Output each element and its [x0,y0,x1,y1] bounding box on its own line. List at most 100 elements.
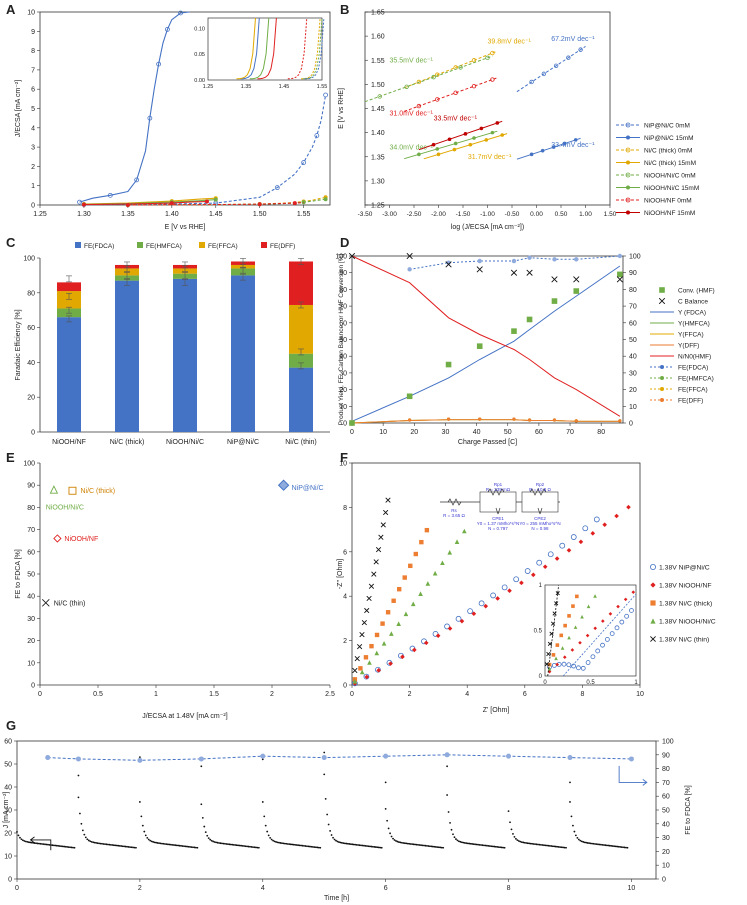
panel-a-y-tick-label: 3 [31,145,35,152]
panel-a-series-line [127,202,304,206]
panel-g-current-point [586,842,589,844]
panel-g-current-point [314,846,317,849]
panel-g-current-point [500,846,503,849]
panel-d-y2-tick-label: 60 [629,320,637,327]
panel-g-current-point [102,843,105,845]
panel-a-y-tick-label: 2 [31,164,35,171]
panel-g-y-tick-label: 40 [4,785,12,792]
panel-f-legend-marker [650,636,656,642]
panel-d-legend-label: Y(FFCA) [678,332,704,339]
panel-c-legend-swatch [261,242,267,248]
panel-a-x-tick-label: 1.35 [121,211,135,218]
panel-g-current-point [460,841,463,844]
panel-g-current-point [523,841,526,844]
panel-g-current-point [241,844,244,847]
panel-f-thick-point [402,575,407,580]
panel-g-current-point [610,844,613,847]
panel-d-x-tick-label: 50 [504,429,512,436]
panel-f-nip-point [513,576,520,583]
panel-g-current-point [343,842,346,845]
panel-g-current-point [338,841,340,843]
panel-b-data-point [417,152,421,157]
panel-g-current-point [235,844,238,847]
panel-f-inset-nip-point [566,662,572,668]
panel-f-niooh-nf-point [578,539,584,545]
panel-e-x-tick-label: 0.5 [93,691,103,698]
panel-f-inset-thin-point [544,662,549,667]
panel-d-x-tick-label: 30 [442,429,450,436]
panel-b-data-point [458,65,463,70]
panel-g-current-point [371,845,374,848]
panel-g-current-point [159,842,162,845]
panel-f-x-tick-label: 8 [580,691,584,698]
panel-b-slope-label: 67.2mV dec⁻¹ [551,36,595,43]
panel-d-plot-frame [351,255,624,424]
panel-b-x-tick-label: 0.50 [555,211,568,218]
panel-b-data-point [452,147,457,152]
panel-e-point-thin [41,599,50,607]
panel-f-niooh-nic-point [425,581,431,586]
panel-g-current-point [420,844,422,847]
panel-g-current-point [406,842,409,845]
panel-g-current-point [254,846,257,849]
panel-f-circuit-text: Y0 = 255 mMho*s^N [519,521,560,526]
panel-a-series-line [83,94,327,206]
panel-f-circuit-resistor [529,488,547,496]
panel-g-current-point [507,810,510,813]
panel-f-inset-thick-point [551,653,556,657]
panel-g-current-point [48,843,51,846]
panel-f-inset-nip-point [580,665,586,671]
panel-f-y-tick-label: 6 [343,549,347,556]
panel-f-niooh-nf-point [566,547,572,553]
panel-d-legend-label: FE(FFCA) [678,387,708,394]
panel-g-y2-tick-label: 20 [662,849,670,856]
panel-g-current-point [20,838,23,841]
panel-f-niooh-nf-point [626,504,631,510]
panel-f-legend-label: 1.38V Ni/C (thick) [659,601,712,608]
panel-c-bar-segment [289,261,313,305]
panel-d-legend-label: Y (FDCA) [678,310,706,317]
panel-g-current-point [171,843,174,846]
panel-c-category-label: Ni/C (thin) [285,439,317,446]
panel-f-thick-point [358,666,363,671]
panel-f-y-axis-label: -Z'' [Ohm] [337,559,344,589]
panel-a-y-tick-label: 6 [31,87,35,94]
panel-b-data-point [500,133,505,137]
panel-g-current-point [550,845,553,847]
panel-g-current-point [30,841,33,844]
panel-g-current-point [447,811,450,813]
panel-g-current-spike-point [446,765,448,768]
panel-g-current-point [285,842,288,845]
panel-e-point-niooh-nic [49,485,59,494]
panel-d-fe-fdca-line [409,255,620,270]
panel-f-inset-thick-point [567,614,571,618]
panel-g-current-point [605,844,608,847]
panel-g-current-point [433,845,436,848]
panel-e-y-tick-label: 20 [27,638,35,645]
panel-g-current-point [52,844,55,847]
panel-g-current-point [367,845,370,848]
panel-g-current-point [427,845,430,847]
panel-letter-c: C [6,235,16,250]
panel-g-current-point [132,846,134,849]
panel-g-current-point [494,845,497,848]
panel-d-minor-point [478,417,482,421]
panel-b-legend-label: NiP@Ni/C 15mM [644,135,694,142]
panel-f-inset-niooh-nic-point [554,656,558,661]
panel-d-y2-tick-label: 70 [629,304,637,311]
panel-g-current-point [472,843,475,846]
panel-f-inset-fit-line [547,584,560,677]
panel-b-legend-label: Ni/C (thick) 0mM [644,148,692,155]
panel-g-current-point [267,834,270,837]
panel-b-legend-label: NiOOH/Ni/C 15mM [644,185,699,192]
panel-f-niooh-nf-point [554,556,560,561]
panel-a-inset-line [240,17,260,80]
panel-g-y-tick-label: 60 [4,739,12,746]
panel-g-fe-point [506,753,512,759]
panel-d-legend-marker [660,365,664,369]
panel-e-y-tick-label: 30 [27,616,35,623]
panel-f-inset-niooh-nic-point [593,594,597,598]
panel-b-y-tick-label: 1.50 [371,82,385,89]
panel-e-y-tick-label: 0 [31,683,35,690]
panel-f-thin-point [373,559,379,565]
